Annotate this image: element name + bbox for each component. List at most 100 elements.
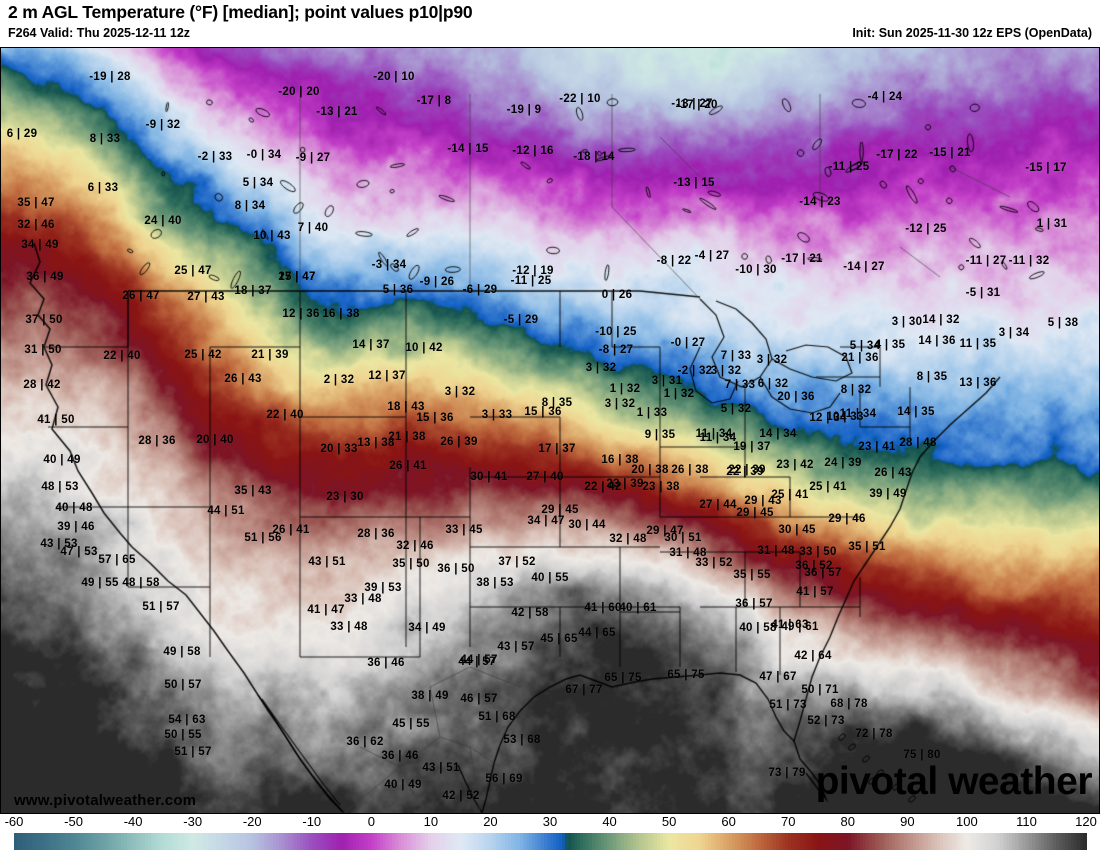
point-value-label: 14 | 36 <box>918 335 955 347</box>
point-value-label: 39 | 53 <box>364 582 401 594</box>
point-value-label: 8 | 33 <box>90 133 121 145</box>
point-value-label: 23 | 41 <box>858 441 895 453</box>
point-value-label: 23 | 42 <box>776 459 813 471</box>
temperature-raster <box>0 47 1100 814</box>
point-value-label: 22 | 40 <box>103 350 140 362</box>
point-value-label: -0 | 34 <box>247 149 282 161</box>
colorbar-tick-label: 120 <box>1075 814 1097 829</box>
point-value-label: -19 | 28 <box>89 71 130 83</box>
point-value-label: 21 | 39 <box>251 349 288 361</box>
point-value-label: 65 | 75 <box>604 672 641 684</box>
watermark-url: www.pivotalweather.com <box>14 792 196 809</box>
point-value-label: 5 | 38 <box>1048 317 1079 329</box>
point-value-label: 44 | 57 <box>460 654 497 666</box>
point-value-label: 1 | 33 <box>637 407 668 419</box>
colorbar-gradient <box>14 833 1086 850</box>
point-value-label: 22 | 40 <box>266 409 303 421</box>
point-value-label: -6 | 29 <box>463 284 498 296</box>
point-value-label: -2 | 33 <box>198 151 233 163</box>
point-value-label: 18 | 37 <box>234 285 271 297</box>
temperature-map[interactable]: 6 | 29 35 | 47 32 | 46 34 | 49 36 | 49 37 | 5… <box>0 47 1100 814</box>
point-value-label: -10 | 25 <box>595 326 636 338</box>
point-value-label: 5 | 36 <box>383 284 414 296</box>
point-value-label: 26 | 41 <box>272 524 309 536</box>
point-value-label: 23 | 38 <box>642 481 679 493</box>
point-value-label: 43 | 57 <box>497 641 534 653</box>
colorbar[interactable]: -60 -50 -40 -30 -20 -10 0 10 20 30 40 50 60 70 80 90 100… <box>0 814 1100 850</box>
point-value-label: 26 | 38 <box>671 464 708 476</box>
point-value-label: 35 | 50 <box>392 558 429 570</box>
point-value-label: 3 | 32 <box>445 386 476 398</box>
point-value-label: -15 | 21 <box>929 147 970 159</box>
point-value-label: 67 | 77 <box>565 684 602 696</box>
colorbar-tick-label: -40 <box>124 814 143 829</box>
point-value-label: 22 | 39 <box>726 466 763 478</box>
point-value-label: 3 | 32 <box>711 365 742 377</box>
point-value-label: 48 | 58 <box>122 577 159 589</box>
point-value-label: 45 | 65 <box>540 633 577 645</box>
point-value-label: -17 | 20 <box>676 99 717 111</box>
point-value-label: 24 | 40 <box>144 215 181 227</box>
point-value-label: -5 | 31 <box>966 287 1001 299</box>
point-value-label: 3 | 30 <box>892 316 923 328</box>
point-value-label: 40 | 61 <box>619 602 656 614</box>
point-value-label: 53 | 68 <box>503 734 540 746</box>
point-value-label: 43 | 51 <box>422 762 459 774</box>
init-time-label: Init: Sun 2025-11-30 12z EPS (OpenData) <box>852 26 1092 40</box>
point-value-label: 35 | 51 <box>848 541 885 553</box>
colorbar-tick-label: 10 <box>424 814 438 829</box>
point-value-label: 36 | 49 <box>26 271 63 283</box>
point-value-label: 29 | 46 <box>828 513 865 525</box>
point-value-label: 30 | 41 <box>470 471 507 483</box>
point-value-label: -8 | 22 <box>657 255 692 267</box>
point-value-label: 5 | 32 <box>721 403 752 415</box>
point-value-label: 41 | 57 <box>796 586 833 598</box>
colorbar-ticks: -60 -50 -40 -30 -20 -10 0 10 20 30 40 50 60 70 80 90 100… <box>0 814 1100 832</box>
point-value-label: -11 | 27 <box>966 255 1007 267</box>
point-value-label: 7 | 33 <box>721 350 752 362</box>
point-value-label: -10 | 30 <box>735 264 776 276</box>
point-value-label: 48 | 53 <box>41 481 78 493</box>
point-value-label: 3 | 32 <box>757 354 788 366</box>
point-value-label: 27 | 43 <box>187 291 224 303</box>
point-value-label: 36 | 57 <box>735 598 772 610</box>
colorbar-tick-label: 30 <box>543 814 557 829</box>
colorbar-tick-label: 110 <box>1016 814 1037 829</box>
point-value-label: 8 | 35 <box>542 397 573 409</box>
point-value-label: 42 | 52 <box>442 790 479 802</box>
point-value-label: 13 | 36 <box>959 377 996 389</box>
point-value-label: 3 | 32 <box>586 362 617 374</box>
point-value-label: 29 | 43 <box>744 495 781 507</box>
point-value-label: 40 | 55 <box>531 572 568 584</box>
point-value-label: -14 | 27 <box>843 261 884 273</box>
colorbar-segment <box>1083 833 1087 850</box>
point-value-label: 3 | 34 <box>999 327 1030 339</box>
point-value-label: 6 | 33 <box>88 182 119 194</box>
point-value-label: 52 | 73 <box>807 715 844 727</box>
point-value-label: 39 | 46 <box>57 521 94 533</box>
point-value-label: 6 | 32 <box>758 378 789 390</box>
point-value-label: 32 | 46 <box>17 219 54 231</box>
point-value-label: 35 | 43 <box>234 485 271 497</box>
point-value-label: 29 | 45 <box>736 507 773 519</box>
point-value-label: 50 | 57 <box>164 679 201 691</box>
point-value-label: 36 | 46 <box>381 750 418 762</box>
point-value-label: 37 | 52 <box>498 556 535 568</box>
colorbar-tick-label: 90 <box>900 814 914 829</box>
point-value-label: -17 | 22 <box>876 149 917 161</box>
point-value-label: -13 | 21 <box>316 106 357 118</box>
point-value-label: -3 | 34 <box>372 259 407 271</box>
point-value-label: 16 | 38 <box>322 308 359 320</box>
point-value-label: -9 | 27 <box>296 152 331 164</box>
point-value-label: 17 | 47 <box>278 271 315 283</box>
point-value-label: 43 | 51 <box>308 556 345 568</box>
point-value-label: 6 | 29 <box>7 128 38 140</box>
point-value-label: 42 | 58 <box>511 607 548 619</box>
point-value-label: 35 | 47 <box>17 197 54 209</box>
point-value-label: 31 | 50 <box>24 344 61 356</box>
colorbar-tick-label: -10 <box>302 814 321 829</box>
point-value-label: 20 | 33 <box>320 443 357 455</box>
point-value-label: 1 | 32 <box>610 383 641 395</box>
point-value-label: 34 | 49 <box>21 239 58 251</box>
point-value-label: 73 | 79 <box>768 767 805 779</box>
